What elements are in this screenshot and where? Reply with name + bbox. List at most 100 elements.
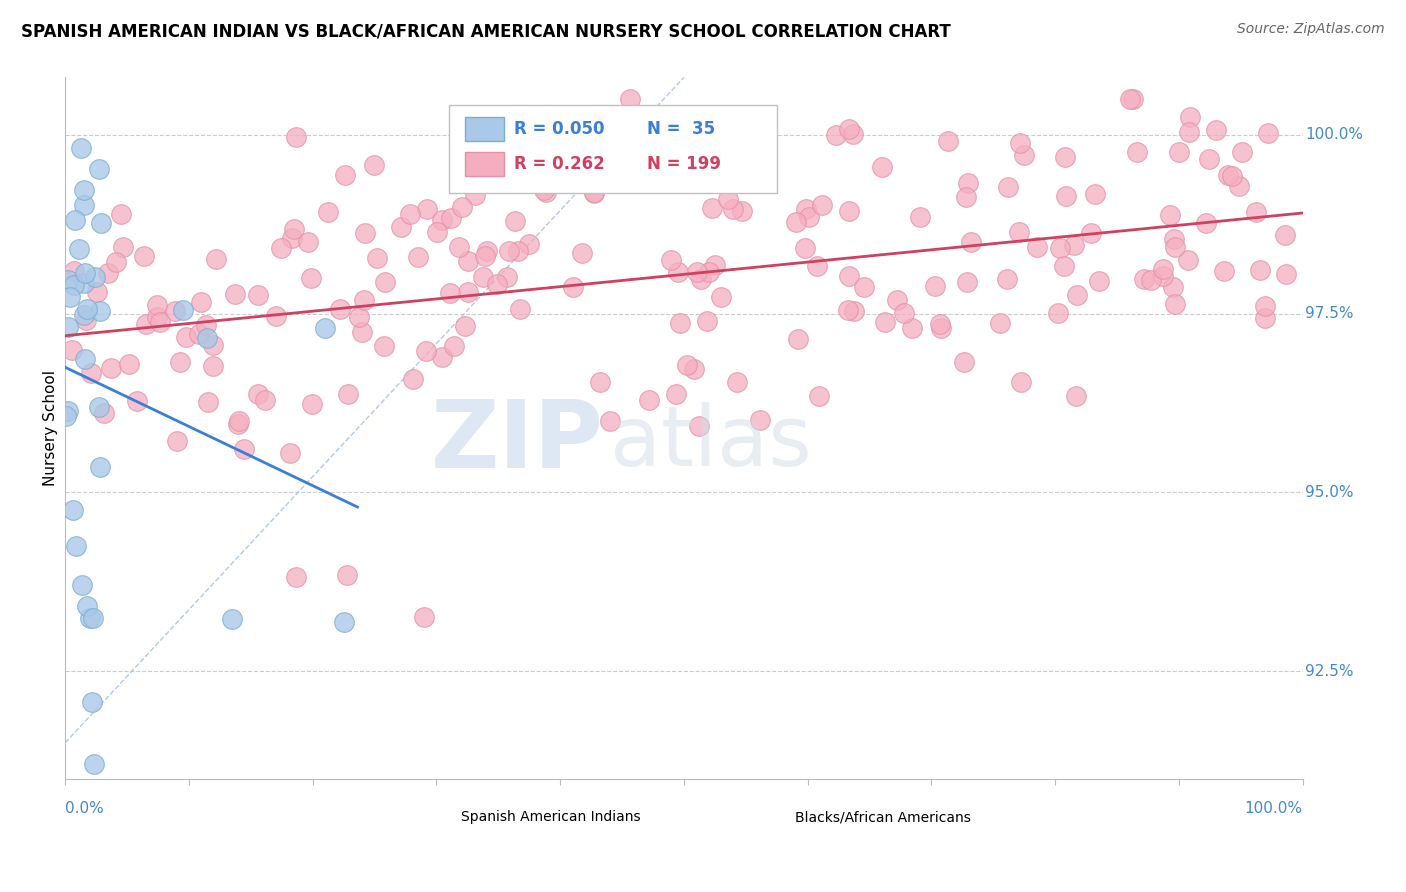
Text: N =  35: N = 35 [647,120,714,138]
Point [270,241,292,255]
Point [89,459,111,474]
FancyBboxPatch shape [404,806,456,830]
Point [1275,267,1298,281]
Point [373,339,395,353]
Point [402,372,425,386]
Point [1195,216,1218,230]
Point [297,235,319,249]
Point [495,270,517,285]
Point [399,207,422,221]
Point [582,186,605,200]
Text: R = 0.262: R = 0.262 [515,155,605,173]
Point [1205,123,1227,137]
Point [477,244,499,259]
Point [1126,145,1149,159]
Point [56,273,79,287]
Point [725,375,748,389]
Point [197,331,219,345]
Point [886,293,908,308]
Point [110,207,132,221]
Point [202,338,225,352]
Point [247,387,270,401]
Point [56,319,79,334]
Point [1122,92,1144,106]
Point [1008,136,1031,150]
Point [457,254,479,268]
Point [89,304,111,318]
Point [76,301,98,316]
Point [1046,306,1069,320]
Point [1152,262,1174,277]
Point [638,392,661,407]
Point [62,503,84,517]
Point [787,332,810,346]
Point [931,321,953,335]
Point [1177,252,1199,267]
Point [55,409,77,423]
Point [163,304,186,318]
Point [1063,238,1085,252]
Point [73,308,96,322]
Point [717,192,740,206]
Point [936,134,959,148]
Point [806,259,828,273]
Text: ZIP: ZIP [430,396,603,488]
Point [56,404,79,418]
Text: atlas: atlas [610,401,811,483]
Point [80,695,103,709]
Point [335,168,357,182]
Point [1053,259,1076,273]
Point [353,227,375,241]
Point [785,215,807,229]
Point [125,393,148,408]
Point [1080,226,1102,240]
Point [599,414,621,428]
Point [686,265,709,279]
Point [1054,150,1077,164]
Point [224,287,246,301]
Point [1164,297,1187,311]
Point [997,180,1019,194]
Point [169,354,191,368]
Point [1178,125,1201,139]
Point [233,442,256,456]
Point [852,280,875,294]
Point [797,210,820,224]
Point [619,92,641,106]
Point [741,153,763,168]
Text: R = 0.050: R = 0.050 [515,120,605,138]
Point [145,298,167,312]
Point [86,285,108,299]
Point [1220,169,1243,184]
Text: 100.0%: 100.0% [1244,801,1303,816]
Point [79,611,101,625]
Point [190,295,212,310]
Point [841,127,863,141]
Point [1140,272,1163,286]
Point [1229,179,1251,194]
Point [406,250,429,264]
Point [690,272,713,286]
Point [389,219,412,234]
Point [1213,264,1236,278]
Point [443,339,465,353]
Point [1180,110,1202,124]
Point [70,141,93,155]
Point [197,394,219,409]
Point [748,412,770,426]
Point [870,160,893,174]
Point [347,310,370,325]
Point [76,599,98,613]
Point [562,280,585,294]
Text: Spanish American Indians: Spanish American Indians [461,810,641,824]
Point [247,288,270,302]
Point [1244,205,1267,219]
Point [794,241,817,255]
Point [1163,232,1185,246]
Point [202,359,225,373]
Point [118,357,141,371]
Point [72,276,94,290]
Point [1010,376,1032,390]
Point [665,386,688,401]
Point [1230,145,1253,159]
